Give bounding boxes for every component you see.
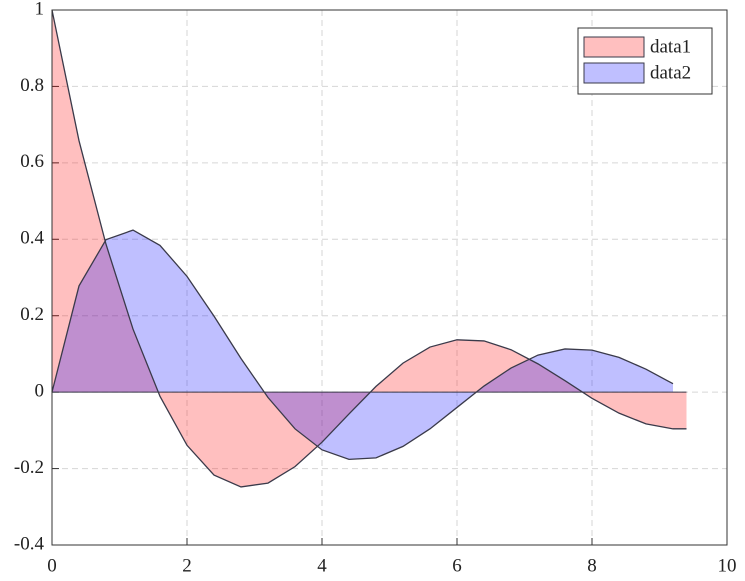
area-line bbox=[51, 9, 687, 488]
legend-label: data1 bbox=[650, 36, 691, 57]
y-tick-label: 0.8 bbox=[20, 75, 44, 96]
legend-swatch bbox=[583, 36, 645, 58]
y-tick-label: -0.4 bbox=[14, 533, 45, 554]
legend-label: data2 bbox=[650, 62, 691, 83]
axes-box bbox=[51, 9, 728, 546]
y-tick-label: 0.2 bbox=[20, 304, 44, 325]
y-tick-label: 0.4 bbox=[20, 228, 44, 249]
x-tick-label: 8 bbox=[587, 555, 597, 576]
x-tick-label: 4 bbox=[317, 555, 327, 576]
x-tick-label: 0 bbox=[47, 555, 57, 576]
area-fill bbox=[52, 230, 673, 460]
x-tick-label: 6 bbox=[452, 555, 462, 576]
area-line bbox=[51, 229, 674, 461]
plot-area bbox=[52, 10, 727, 545]
y-tick-label: 1 bbox=[35, 0, 45, 19]
x-tick-label: 2 bbox=[182, 555, 192, 576]
area-fill bbox=[52, 10, 687, 487]
x-tick-label: 10 bbox=[718, 555, 737, 576]
y-tick-label: 0 bbox=[35, 381, 45, 402]
y-tick-label: -0.2 bbox=[14, 457, 44, 478]
y-tick-label: 0.6 bbox=[20, 151, 44, 172]
legend-swatch bbox=[583, 62, 645, 84]
